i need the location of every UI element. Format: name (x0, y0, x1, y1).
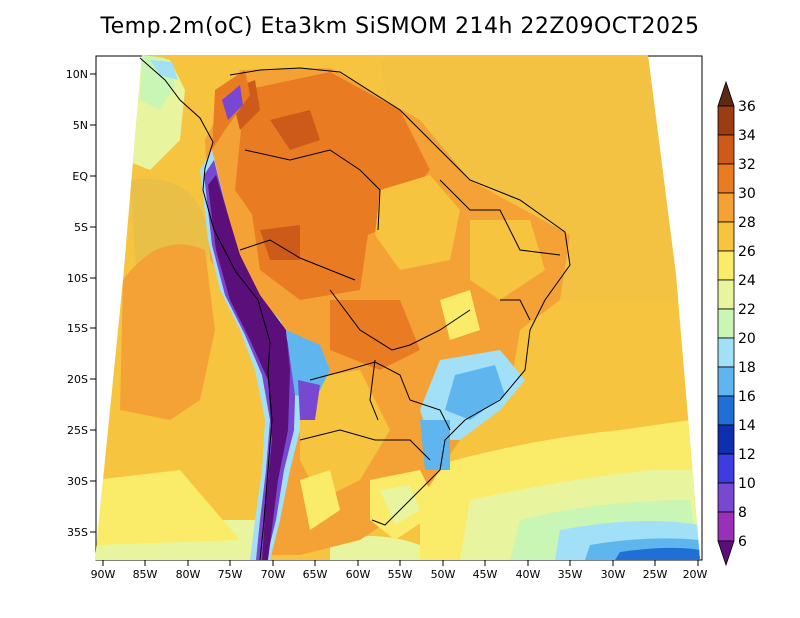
lon-tick-label: 90W (91, 568, 116, 581)
temperature-field (95, 55, 700, 560)
colorbar-segment (717, 192, 735, 223)
colorbar-segment (717, 366, 735, 397)
lat-tick-label: 25S (67, 424, 88, 437)
colorbar-segment (717, 105, 735, 136)
colorbar-label: 18 (738, 360, 756, 376)
colorbar-label: 22 (738, 302, 756, 318)
colorbar-segment (717, 337, 735, 368)
lon-tick-label: 55W (388, 568, 413, 581)
lon-tick-label: 40W (516, 568, 541, 581)
colorbar-segment (717, 424, 735, 455)
lon-tick-label: 25W (643, 568, 668, 581)
lon-tick-label: 35W (558, 568, 583, 581)
colorbar-label: 10 (738, 476, 756, 492)
lon-tick-label: 75W (218, 568, 243, 581)
colorbar: 36 34 32 30 28 26 24 22 20 18 16 14 12 10 8 6 (717, 80, 756, 567)
lon-tick-label: 20W (683, 568, 708, 581)
lat-tick-label: EQ (72, 170, 88, 183)
colorbar-label: 30 (738, 186, 756, 202)
country-borders (139, 57, 571, 561)
colorbar-segment (717, 453, 735, 484)
lat-tick-label: 15S (67, 322, 88, 335)
colorbar-label: 32 (738, 157, 756, 173)
colorbar-label: 12 (738, 447, 756, 463)
lat-tick-label: 5N (73, 119, 88, 132)
colorbar-segment (717, 308, 735, 339)
colorbar-label: 20 (738, 331, 756, 347)
lon-tick-label: 80W (176, 568, 201, 581)
colorbar-bottom-arrow (717, 540, 735, 567)
colorbar-label: 26 (738, 244, 756, 260)
colorbar-label: 6 (738, 534, 747, 550)
colorbar-segment (717, 163, 735, 194)
colorbar-segment (717, 134, 735, 165)
colorbar-label: 36 (738, 99, 756, 115)
colorbar-label: 14 (738, 418, 756, 434)
lat-tick-label: 30S (67, 475, 88, 488)
lat-tick-label: 5S (74, 221, 88, 234)
colorbar-segment (717, 250, 735, 281)
lon-axis: 90W 85W 80W 75W 70W 65W 60W 55W 50W 45W … (91, 560, 708, 581)
lon-tick-label: 50W (431, 568, 456, 581)
colorbar-top-arrow (717, 80, 735, 107)
colorbar-label: 24 (738, 273, 756, 289)
lat-axis: 10N 5N EQ 5S 10S 15S 20S 25S 30S 35S (66, 68, 96, 539)
lon-tick-label: 85W (133, 568, 158, 581)
lon-tick-label: 30W (601, 568, 626, 581)
colorbar-label: 8 (738, 505, 747, 521)
colorbar-label: 28 (738, 215, 756, 231)
lat-tick-label: 10S (67, 272, 88, 285)
lat-tick-label: 20S (67, 373, 88, 386)
lon-tick-label: 60W (346, 568, 371, 581)
lat-tick-label: 10N (66, 68, 88, 81)
colorbar-label: 34 (738, 128, 756, 144)
colorbar-segment (717, 482, 735, 513)
lon-tick-label: 65W (303, 568, 328, 581)
colorbar-segment (717, 511, 735, 542)
map-title: Temp.2m(oC) Eta3km SiSMOM 214h 22Z09OCT2… (100, 14, 700, 39)
colorbar-segment (717, 221, 735, 252)
colorbar-segment (717, 395, 735, 426)
colorbar-segment (717, 279, 735, 310)
lat-tick-label: 35S (67, 526, 88, 539)
lon-tick-label: 70W (261, 568, 286, 581)
colorbar-label: 16 (738, 389, 756, 405)
lon-tick-label: 45W (473, 568, 498, 581)
